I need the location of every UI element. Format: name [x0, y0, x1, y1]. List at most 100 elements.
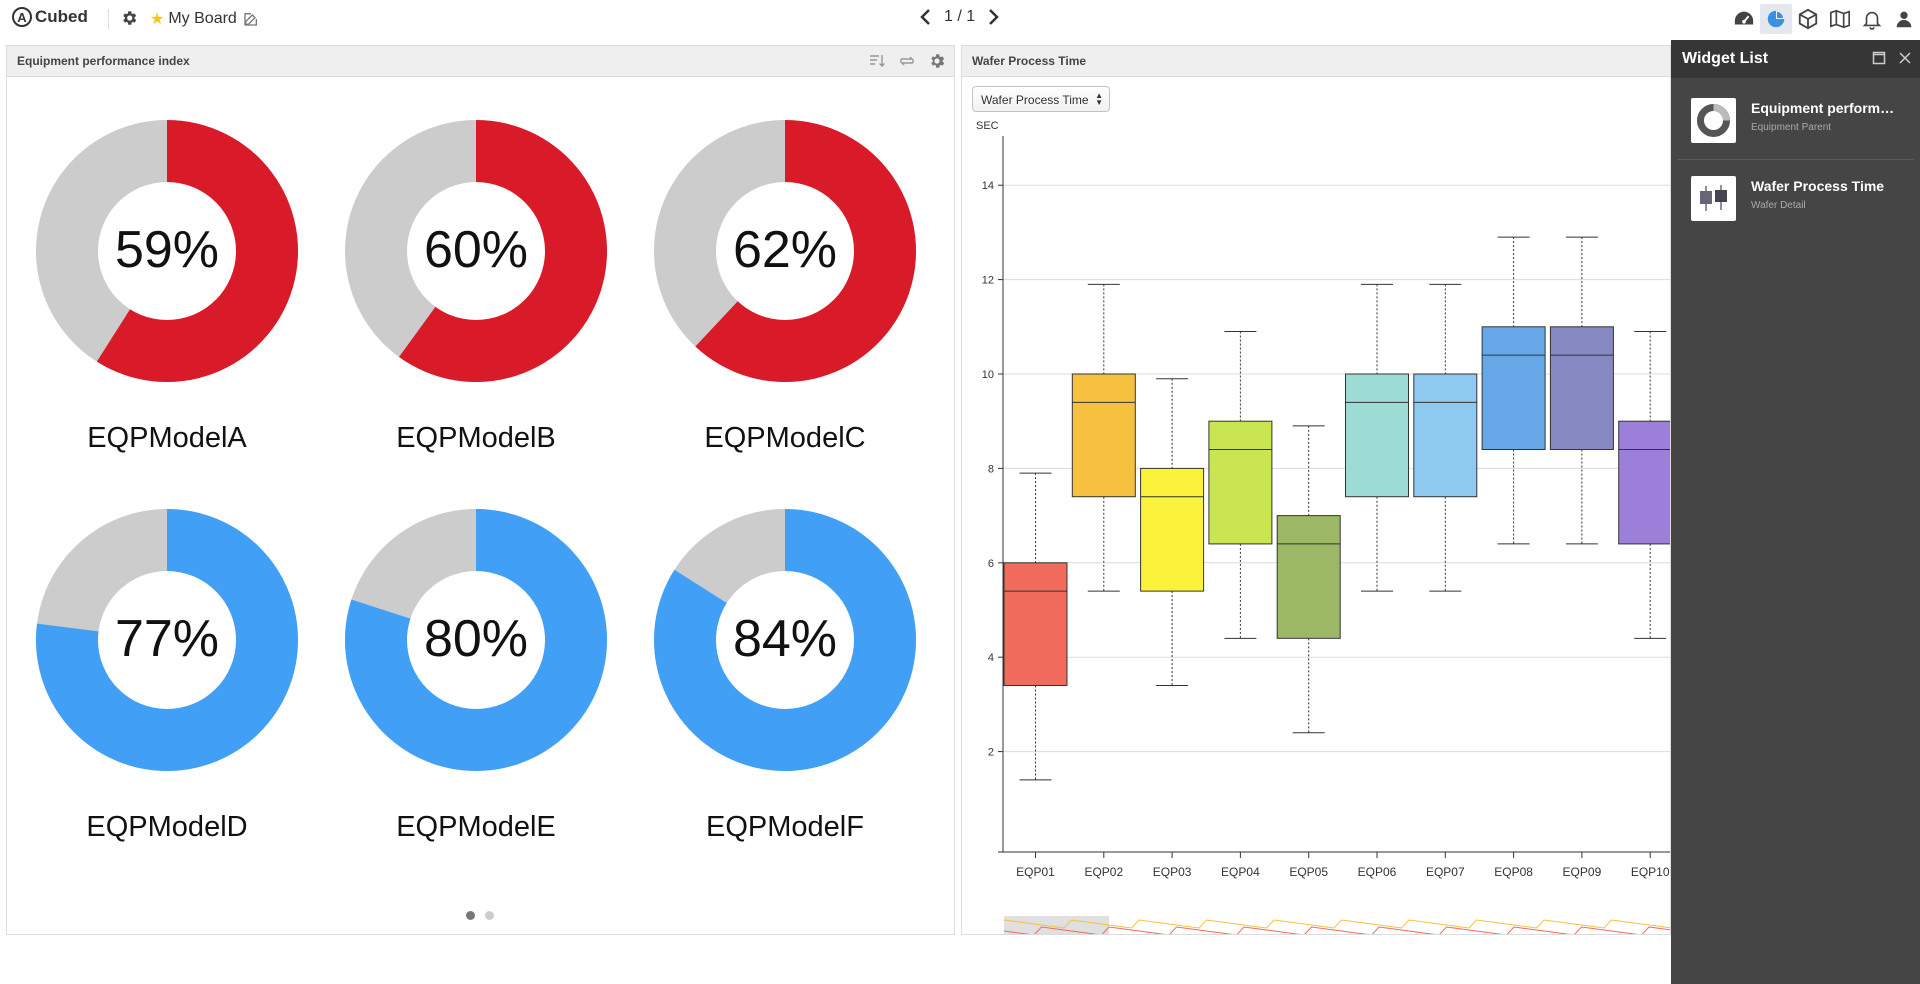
widget-title: Equipment performance index — [1751, 100, 1901, 116]
cube-icon[interactable] — [1792, 4, 1824, 34]
x-tick-label: EQP02 — [1084, 865, 1123, 879]
x-tick-label: EQP08 — [1494, 865, 1533, 879]
widget-list-item[interactable]: Wafer Process Time Wafer Detail — [1677, 162, 1914, 234]
navigator-series — [1010, 933, 1623, 934]
box-body — [1140, 467, 1205, 592]
app-logo[interactable]: A Cubed — [12, 7, 88, 27]
divider — [1677, 159, 1914, 160]
gauge-percent: 84% — [732, 610, 838, 668]
widget-title: Wafer Process Time — [1751, 178, 1885, 194]
sort-icon[interactable] — [868, 52, 886, 70]
panel-title: Equipment performance index — [17, 54, 190, 68]
y-tick-label: 14 — [982, 180, 994, 192]
navigator-series — [1003, 926, 1670, 934]
chevron-right-icon[interactable] — [985, 8, 1001, 26]
sidebar-title: Widget List — [1682, 50, 1769, 67]
gauge-model-label: EQPModelA — [87, 422, 247, 454]
x-tick-label: EQP07 — [1426, 865, 1465, 879]
panel-header: Wafer Process Time — [962, 46, 1670, 77]
refresh-icon[interactable] — [898, 52, 916, 70]
x-tick-label: EQP04 — [1221, 865, 1260, 879]
y-tick-label: 4 — [988, 652, 994, 664]
widget-list-sidebar: Widget List Equipment performance index … — [1671, 40, 1920, 984]
navigator-series — [1003, 919, 1670, 929]
dashboard-icon[interactable] — [1728, 4, 1760, 34]
star-icon[interactable]: ★ — [150, 11, 165, 28]
edit-icon[interactable] — [243, 11, 259, 27]
donut-gauge[interactable]: 80% — [344, 509, 607, 771]
gear-icon[interactable] — [120, 9, 138, 27]
maximize-icon[interactable] — [1872, 51, 1886, 65]
donut-gauge[interactable]: 84% — [654, 509, 916, 771]
top-icon-bar — [1728, 4, 1920, 34]
boxplot-thumb-icon — [1691, 176, 1736, 221]
box-body — [1618, 420, 1670, 545]
donut-gauge[interactable]: 59% — [36, 120, 298, 382]
widget-subtitle: Wafer Detail — [1751, 200, 1806, 211]
box-body — [1003, 562, 1068, 687]
sidebar-header: Widget List — [1671, 40, 1920, 78]
donut-gauge[interactable]: 77% — [35, 509, 298, 771]
carousel-dot[interactable] — [485, 911, 494, 920]
gauge-percent: 77% — [114, 610, 220, 668]
y-axis-label: SEC — [976, 120, 999, 132]
gauge-model-label: EQPModelC — [704, 422, 866, 454]
user-icon[interactable] — [1888, 4, 1920, 34]
box-eqp02: EQP02 — [1071, 283, 1136, 879]
donut-hole — [716, 571, 854, 709]
donut-hole — [407, 182, 545, 320]
panel-tools — [856, 52, 946, 70]
metric-select-value: Wafer Process Time — [981, 93, 1089, 107]
y-tick-label: 12 — [982, 275, 994, 287]
settings-gear-icon[interactable] — [928, 52, 946, 70]
y-tick-label: 8 — [988, 463, 994, 475]
chevron-left-icon[interactable] — [918, 8, 934, 26]
y-tick-label: 2 — [988, 747, 994, 759]
widget-subtitle: Equipment Parent — [1751, 122, 1832, 133]
gauge-model-label: EQPModelB — [396, 422, 556, 454]
box-body — [1208, 420, 1273, 545]
x-tick-label: EQP05 — [1289, 865, 1328, 879]
carousel-dot-active[interactable] — [466, 911, 475, 920]
metric-select[interactable]: Wafer Process Time ▲ ▼ — [972, 86, 1110, 112]
gauge-model-label: EQPModelF — [706, 811, 864, 843]
wafer-process-time-panel: Wafer Process Time Wafer Process Time ▲ ▼… — [961, 45, 1671, 935]
box-eqp06: EQP06 — [1345, 283, 1409, 879]
pie-chart-icon[interactable] — [1760, 4, 1792, 34]
select-arrows-icon: ▲ ▼ — [1095, 91, 1103, 107]
gauge-percent: 59% — [114, 221, 220, 279]
box-eqp03: EQP03 — [1140, 378, 1205, 879]
box-eqp08: EQP08 — [1481, 236, 1546, 879]
map-icon[interactable] — [1824, 4, 1856, 34]
box-eqp01: EQP01 — [1003, 472, 1068, 879]
board-title-group: ★ My Board — [150, 9, 259, 29]
donut-gauge[interactable]: 62% — [654, 120, 916, 382]
box-body — [1549, 326, 1614, 451]
box-eqp05: EQP05 — [1276, 425, 1341, 879]
x-tick-label: EQP09 — [1563, 865, 1602, 879]
boxplot-chart: SEC 2 4 6 8 10 12 14 EQP01 EQP02 EQP03 EQP04 EQP05 EQ… — [976, 120, 1670, 934]
box-eqp04: EQP04 — [1208, 331, 1273, 879]
page-navigator: 1 / 1 — [918, 8, 1001, 26]
logo-mark: A — [12, 7, 32, 27]
panel-header: Equipment performance index — [7, 46, 954, 77]
gauge-model-label: EQPModelE — [396, 811, 556, 843]
logo-text: Cubed — [35, 7, 88, 26]
gauge-model-label: EQPModelD — [86, 811, 248, 843]
divider — [108, 9, 109, 29]
x-tick-label: EQP10 — [1631, 865, 1670, 879]
box-body — [1413, 373, 1478, 498]
donut-gauge[interactable]: 60% — [345, 120, 607, 382]
box-eqp09: EQP09 — [1549, 236, 1614, 879]
equipment-performance-panel: Equipment performance index 59% EQPModelA… — [6, 45, 955, 935]
widget-list-item[interactable]: Equipment performance index Equipment Pa… — [1677, 84, 1914, 156]
top-bar: A Cubed ★ My Board 1 / 1 — [0, 0, 1920, 38]
bell-icon[interactable] — [1856, 4, 1888, 34]
sidebar-tools — [1860, 51, 1912, 65]
gauge-percent: 60% — [423, 221, 529, 279]
x-tick-label: EQP06 — [1358, 865, 1397, 879]
close-icon[interactable] — [1898, 51, 1912, 65]
page-indicator: 1 / 1 — [944, 8, 976, 25]
box-body — [1071, 373, 1136, 498]
donut-thumb-icon — [1691, 98, 1736, 143]
